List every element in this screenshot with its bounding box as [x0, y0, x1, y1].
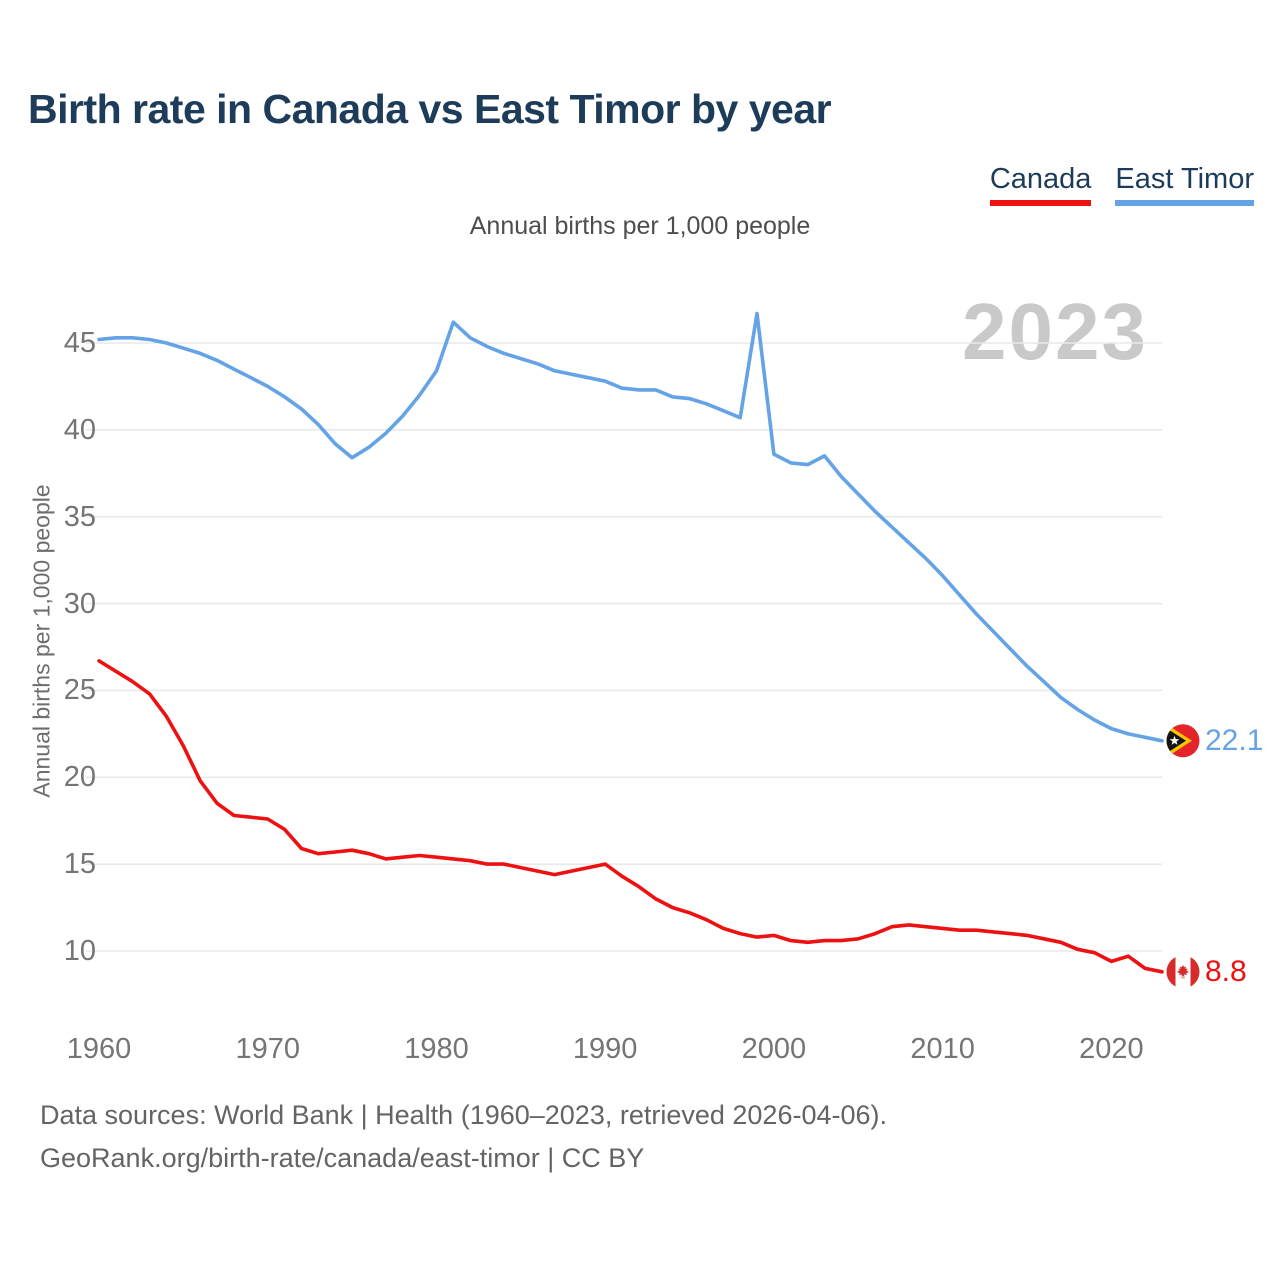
y-tick-label: 35 [63, 500, 96, 533]
data-source-footer: Data sources: World Bank | Health (1960–… [40, 1094, 887, 1180]
east-timor-value-label: 22.1 [1205, 723, 1264, 757]
chart-subtitle: Annual births per 1,000 people [469, 212, 811, 240]
y-tick-label: 10 [63, 935, 96, 967]
east-timor-star [1169, 735, 1180, 745]
year-watermark: 2023 [962, 287, 1148, 376]
x-tick-label: 2000 [741, 1033, 807, 1065]
footer-line-2: GeoRank.org/birth-rate/canada/east-timor… [40, 1143, 645, 1173]
canada-value-label: 8.8 [1205, 954, 1247, 988]
legend-item-canada[interactable]: Canada [989, 163, 1092, 206]
canada-flag-icon [1166, 955, 1200, 989]
canada-line [97, 659, 1164, 974]
data-series [97, 311, 1164, 974]
y-tick-label: 40 [63, 413, 96, 446]
x-tick-label: 1970 [235, 1033, 300, 1065]
footer-line-1: Data sources: World Bank | Health (1960–… [40, 1100, 887, 1130]
y-tick-label: 45 [63, 327, 96, 359]
x-tick-label: 1960 [66, 1033, 132, 1065]
page-title: Birth rate in Canada vs East Timor by ye… [28, 86, 832, 132]
maple-leaf [1176, 965, 1190, 979]
x-tick-label: 1990 [572, 1033, 638, 1065]
legend-item-east-timor[interactable]: East Timor [1115, 163, 1254, 206]
x-tick-label: 1980 [404, 1033, 469, 1065]
east-timor-flag-icon [1166, 724, 1200, 758]
east-timor-line [97, 311, 1164, 743]
y-tick-label: 30 [63, 587, 96, 620]
y-tick-label: 15 [63, 848, 96, 881]
x-tick-label: 2010 [910, 1033, 975, 1065]
legend: Canada East Timor [989, 163, 1254, 206]
gridlines [86, 342, 1162, 952]
y-tick-label: 20 [63, 761, 96, 794]
x-tick-label: 2020 [1079, 1033, 1144, 1065]
y-tick-label: 25 [63, 674, 96, 707]
